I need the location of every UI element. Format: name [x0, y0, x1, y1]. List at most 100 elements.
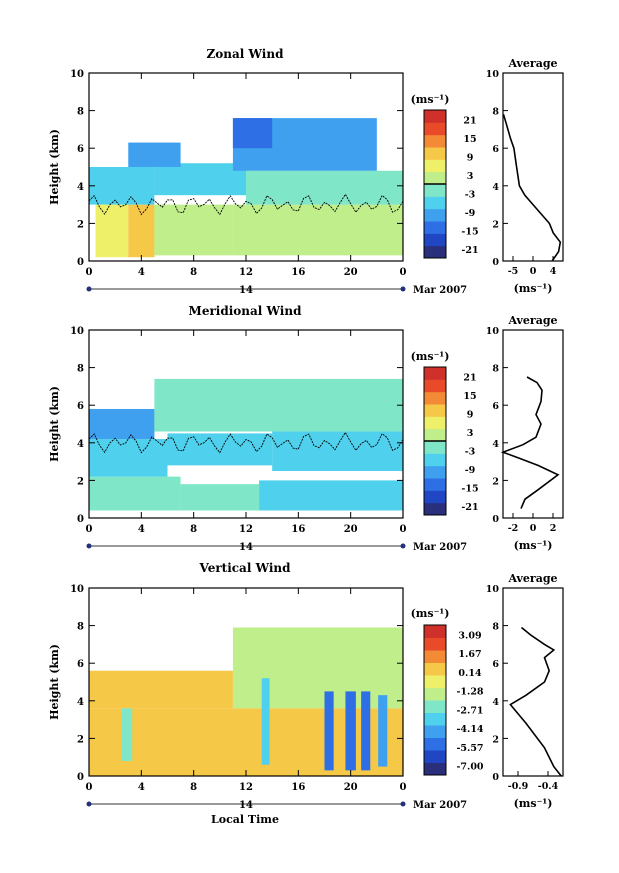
heatmap-cell: [324, 691, 334, 771]
average-y-tick-label: 0: [492, 257, 499, 268]
colorbar-swatch: [424, 367, 446, 380]
colorbar-swatch: [424, 404, 446, 417]
colorbar-unit: (ms⁻¹): [411, 93, 450, 106]
date-bar-end: [400, 801, 406, 807]
chart-title: Zonal Wind: [207, 47, 285, 61]
date-day-label: 14: [239, 285, 253, 296]
colorbar-tick-label: 9: [467, 152, 474, 163]
x-tick-label: 8: [190, 782, 197, 793]
average-y-tick-label: 10: [486, 326, 500, 337]
colorbar-tick-label: 0.14: [458, 668, 482, 679]
colorbar-swatch: [424, 428, 446, 442]
colorbar-tick-label: -9: [465, 465, 476, 476]
average-x-tick-label: 4: [550, 266, 557, 277]
average-y-tick-label: 2: [492, 734, 499, 745]
x-tick-label: 20: [344, 524, 358, 535]
y-tick-label: 0: [77, 772, 84, 783]
heatmap-cells: [89, 378, 403, 511]
average-y-tick-label: 2: [492, 476, 499, 487]
colorbar-tick-label: -5.57: [456, 743, 483, 754]
heatmap-cell: [361, 691, 371, 771]
colorbar-swatch: [424, 110, 446, 123]
colorbar-swatch: [424, 725, 446, 738]
colorbar-swatch: [424, 159, 446, 173]
average-y-tick-label: 0: [492, 772, 499, 783]
heatmap-cell: [154, 204, 233, 256]
colorbar-tick-label: -3: [465, 446, 476, 457]
colorbar-tick-label: -15: [461, 226, 478, 237]
y-tick-label: 8: [77, 364, 84, 375]
average-y-tick-label: 8: [492, 622, 499, 633]
colorbar-tick-label: 21: [463, 372, 476, 383]
colorbar: 21 15 9 3 -3 -9 -15 -21: [423, 366, 479, 516]
colorbar-swatch: [424, 122, 446, 136]
average-y-tick-label: 4: [492, 697, 499, 708]
colorbar-tick-label: 3.09: [458, 630, 482, 641]
date-bar-start: [86, 801, 92, 807]
colorbar-swatch: [424, 750, 446, 763]
colorbar-swatch: [424, 675, 446, 688]
colorbar-tick-label: -9: [465, 208, 476, 219]
y-tick-label: 6: [77, 401, 84, 412]
y-axis-label: Height (km): [48, 644, 61, 720]
x-tick-label: 20: [344, 782, 358, 793]
heatmap-cell: [89, 439, 168, 477]
average-line: [509, 626, 562, 777]
x-tick-label: 16: [291, 267, 305, 278]
average-x-tick-label: -0.9: [508, 781, 529, 792]
y-tick-label: 6: [77, 144, 84, 155]
heatmap-cell: [272, 431, 403, 471]
y-tick-label: 0: [77, 514, 84, 525]
colorbar-tick-label: -7.00: [456, 762, 483, 773]
y-tick-label: 4: [77, 439, 84, 450]
x-tick-label: 12: [239, 782, 253, 793]
average-y-tick-label: 4: [492, 182, 499, 193]
heatmap-cell: [95, 204, 129, 258]
date-bar-end: [400, 543, 406, 549]
average-x-tick-label: 0: [530, 266, 537, 277]
x-tick-label: 8: [190, 267, 197, 278]
date-bar: 14 Mar 2007: [86, 285, 467, 296]
heatmap-cell: [89, 408, 155, 440]
x-tick-label: 0: [86, 782, 93, 793]
colorbar-swatch: [424, 637, 446, 651]
colorbar-swatch: [424, 687, 446, 701]
colorbar: 21 15 9 3 -3 -9 -15 -21: [423, 109, 479, 259]
x-tick-label: 12: [239, 524, 253, 535]
average-frame: [502, 329, 564, 519]
x-tick-label: 0: [400, 782, 407, 793]
y-tick-label: 10: [70, 326, 84, 337]
colorbar-tick-label: -21: [461, 245, 478, 256]
colorbar-swatch: [424, 221, 446, 234]
average-y-tick-label: 6: [492, 144, 499, 155]
colorbar-swatch: [424, 391, 446, 405]
y-tick-label: 8: [77, 107, 84, 118]
average-y-tick-label: 10: [486, 69, 500, 80]
heatmap-cell: [246, 170, 403, 205]
x-tick-label: 0: [86, 524, 93, 535]
colorbar-swatch: [424, 196, 446, 210]
colorbar-swatch: [424, 712, 446, 726]
colorbar-tick-label: 15: [463, 391, 476, 402]
heatmap-cell: [345, 691, 356, 771]
chart-title: Meridional Wind: [189, 304, 303, 318]
heatmap-cell: [89, 167, 155, 205]
colorbar-tick-label: 15: [463, 134, 476, 145]
x-tick-label: 4: [138, 524, 145, 535]
date-month-label: Mar 2007: [413, 542, 467, 553]
average-profile: 0 2 4 6 8 10 -2 0 2: [486, 326, 564, 534]
colorbar-tick-label: -4.14: [456, 724, 483, 735]
colorbar-tick-label: -2.71: [456, 705, 483, 716]
y-tick-label: 4: [77, 182, 84, 193]
date-month-label: Mar 2007: [413, 285, 467, 296]
y-tick-label: 2: [77, 734, 84, 745]
average-y-tick-label: 10: [486, 584, 500, 595]
x-tick-label: 12: [239, 267, 253, 278]
y-tick-label: 8: [77, 622, 84, 633]
average-x-tick-label: -5: [508, 266, 519, 277]
x-tick-label: 16: [291, 524, 305, 535]
colorbar-swatch: [424, 147, 446, 160]
x-tick-label: 0: [400, 524, 407, 535]
